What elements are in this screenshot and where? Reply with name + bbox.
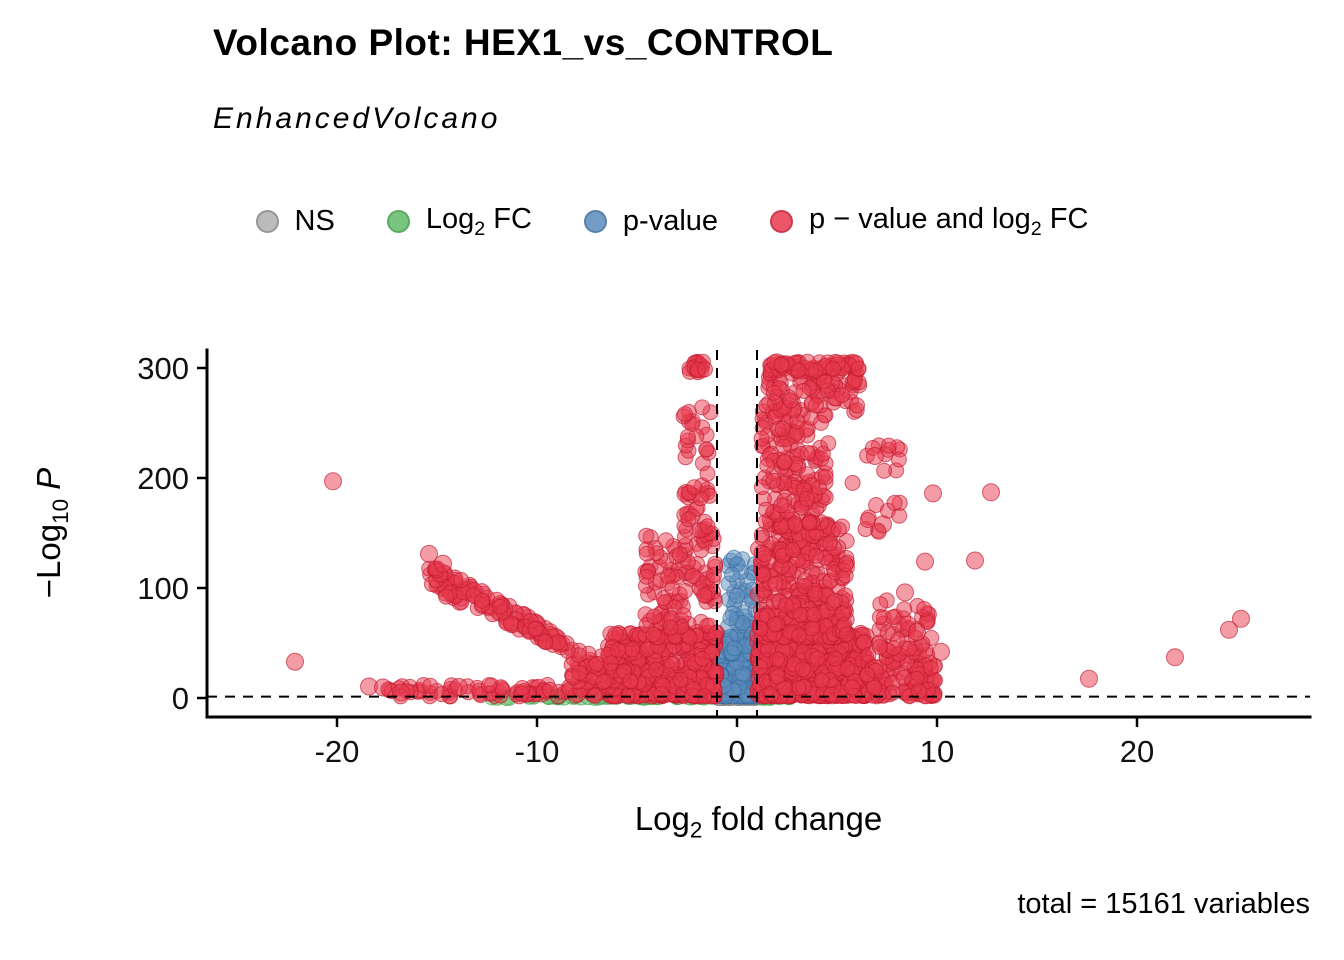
legend-item-both: p − value and log2 FC [770, 203, 1088, 241]
chart-subtitle: EnhancedVolcano [213, 102, 501, 135]
x-axis-label: Log2 fold change [634, 800, 883, 843]
x-tick-label: -10 [515, 734, 560, 769]
chart-title: Volcano Plot: HEX1_vs_CONTROL [213, 22, 834, 63]
legend: NS Log2 FC p-value p − value and log2 FC [0, 203, 1344, 241]
threshold-lines [207, 350, 1310, 717]
x-tick-label: 10 [920, 734, 954, 769]
x-tick-label: 20 [1120, 734, 1154, 769]
legend-swatch-p [583, 210, 607, 234]
y-axis-label: −Log10 P [30, 467, 73, 599]
legend-swatch-fc [386, 210, 410, 234]
legend-label-ns: NS [294, 205, 335, 238]
caption-total-variables: total = 15161 variables [1017, 888, 1310, 920]
x-tick-label: -20 [315, 734, 360, 769]
y-tick-label: 300 [137, 351, 189, 386]
y-tick-label: 200 [137, 461, 189, 496]
legend-item-ns: NS [255, 205, 335, 238]
legend-label-both: p − value and log2 FC [809, 203, 1089, 240]
points-layer-p [710, 549, 764, 705]
points-layer-both [286, 353, 1250, 705]
x-tick-label: 0 [728, 734, 745, 769]
y-tick-label: 100 [137, 571, 189, 606]
legend-label-p: p-value [622, 205, 719, 238]
legend-swatch-ns [255, 210, 279, 234]
y-tick-label: 0 [172, 681, 189, 716]
legend-swatch-both [770, 210, 794, 234]
legend-label-fc: Log2 FC [425, 203, 532, 240]
legend-item-fc: Log2 FC [386, 203, 532, 241]
legend-item-p: p-value [583, 205, 719, 238]
